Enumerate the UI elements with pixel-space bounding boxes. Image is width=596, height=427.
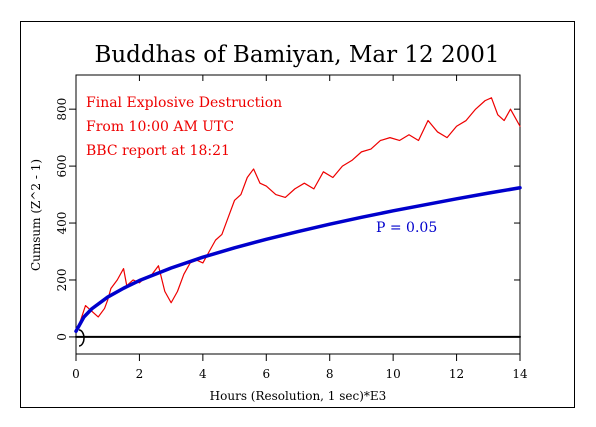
x-tick-label: 2 (136, 367, 144, 381)
x-tick-label: 0 (72, 367, 80, 381)
y-tick-label: 800 (55, 98, 69, 121)
x-axis-label: Hours (Resolution, 1 sec)*E3 (210, 389, 387, 403)
x-tick-label: 8 (326, 367, 334, 381)
series-label-p005: P = 0.05 (376, 220, 437, 236)
y-tick-label: 600 (55, 155, 69, 178)
x-axis: 0 2 4 6 8 10 12 14 (72, 75, 528, 381)
x-tick-label: 10 (386, 367, 401, 381)
y-tick-label: 0 (55, 333, 69, 341)
y-axis: 0 200 400 600 800 (55, 98, 520, 341)
annotation-line-3: BBC report at 18:21 (86, 143, 230, 159)
annotation-line-2: From 10:00 AM UTC (86, 119, 234, 135)
y-tick-label: 400 (55, 212, 69, 235)
series-layer (74, 97, 522, 338)
x-tick-label: 12 (449, 367, 464, 381)
plot-area (75, 74, 521, 355)
y-axis-label: Cumsum (Z^2 - 1) (29, 159, 43, 271)
y-tick-label: 200 (55, 269, 69, 292)
x-tick-label: 4 (199, 367, 207, 381)
outer-frame (20, 21, 575, 408)
annotation-line-1: Final Explosive Destruction (86, 95, 282, 111)
x-tick-label: 6 (262, 367, 270, 381)
chart-title: Buddhas of Bamiyan, Mar 12 2001 (94, 42, 499, 68)
origin-marker (78, 329, 85, 347)
annotations: Final Explosive Destruction From 10:00 A… (86, 95, 282, 159)
series-line-p005 (74, 185, 522, 333)
x-tick-label: 14 (512, 367, 528, 381)
